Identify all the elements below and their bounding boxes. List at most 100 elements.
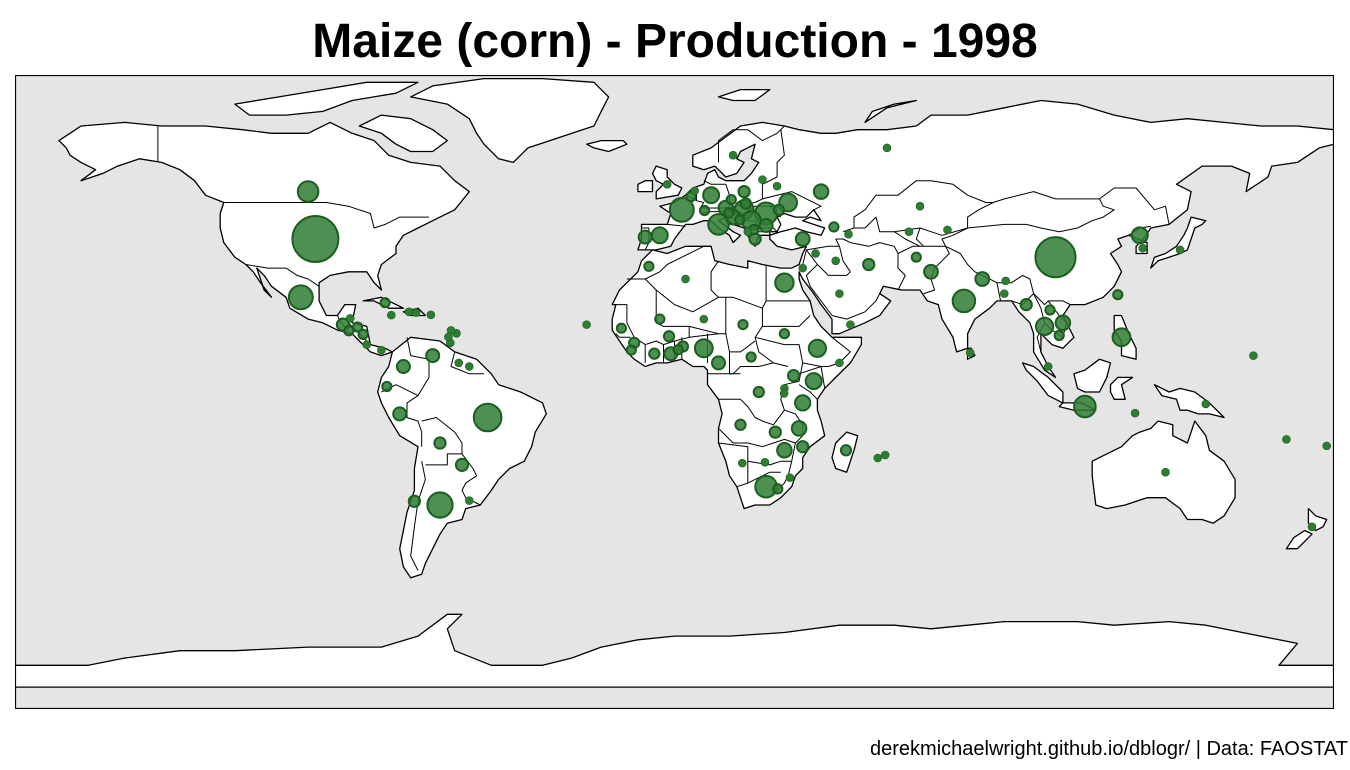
country-border: [747, 471, 781, 484]
production-bubble-vanuatu: [1282, 435, 1291, 444]
production-bubble-colombia: [395, 358, 411, 375]
production-bubble-saudi-arabia: [835, 289, 844, 298]
production-bubble-dominican-republic: [411, 308, 421, 317]
production-bubble-mauritius: [880, 450, 890, 460]
landmass-new-zealand-s: [1285, 529, 1313, 550]
production-bubble-belize: [345, 314, 355, 323]
landmass-baffin: [358, 114, 448, 153]
production-bubble-slovakia: [739, 197, 753, 210]
production-bubble-zambia: [768, 425, 782, 439]
production-bubble-cambodia: [1053, 329, 1065, 342]
production-bubble-timor-leste: [1130, 408, 1140, 418]
production-bubble-pakistan: [923, 263, 939, 280]
country-border: [703, 180, 726, 185]
production-bubble-morocco: [643, 260, 655, 272]
production-bubble-switzerland: [698, 204, 711, 217]
production-bubble-peru: [392, 406, 408, 422]
landmass-greenland: [410, 77, 610, 164]
production-bubble-sudan: [778, 328, 791, 340]
production-bubble-moldova: [772, 203, 786, 216]
production-bubble-paraguay: [454, 457, 470, 472]
production-bubble-poland: [737, 184, 751, 199]
landmass-japan: [1150, 216, 1207, 269]
production-bubble-belarus: [772, 181, 782, 191]
production-bubble-jamaica: [387, 310, 396, 320]
production-bubble-tanzania: [794, 394, 812, 412]
production-bubble-micronesia: [1249, 351, 1258, 360]
landmass-svalbard: [717, 88, 771, 102]
production-bubble-kazakhstan: [915, 201, 925, 211]
production-bubble-namibia: [738, 458, 747, 468]
country-border: [421, 417, 463, 466]
production-bubble-thailand: [1034, 316, 1055, 337]
production-bubble-cote-d-ivoire: [648, 347, 661, 360]
country-border: [615, 333, 631, 338]
production-bubble-cameroon: [710, 355, 727, 371]
production-bubble-australia: [1161, 467, 1170, 477]
production-bubble-malawi: [790, 420, 808, 437]
production-bubble-india: [951, 288, 977, 314]
production-bubble-el-salvador: [343, 325, 355, 337]
country-border: [762, 315, 811, 327]
map-frame-border: [15, 75, 1334, 709]
production-bubble-russia: [812, 183, 830, 200]
production-bubble-afghanistan: [910, 251, 922, 263]
production-bubble-indonesia: [1073, 394, 1097, 419]
production-bubble-spain: [650, 226, 669, 245]
country-border: [806, 249, 851, 276]
landmass-new-guinea: [1153, 384, 1225, 419]
country-border: [689, 325, 719, 335]
production-bubble-sweden: [728, 150, 738, 160]
production-bubble-kyrgyzstan: [943, 225, 952, 235]
production-bubble-panama: [377, 345, 386, 355]
production-bubble-mali: [654, 313, 666, 325]
production-bubble-lithuania: [758, 175, 767, 184]
production-bubble-chad: [737, 319, 749, 331]
country-border: [805, 264, 881, 320]
landmass-novaya: [864, 99, 917, 124]
production-bubble-bosnia: [734, 214, 746, 226]
production-bubble-uzbekistan: [904, 227, 914, 236]
production-bubble-albania: [743, 227, 753, 236]
country-border: [747, 460, 792, 466]
production-bubble-malaysia: [1043, 362, 1053, 371]
landmass-arctic-islands: [234, 81, 419, 116]
production-bubble-myanmar: [1019, 297, 1033, 312]
landmass-ireland: [637, 180, 654, 193]
production-bubble-syria: [811, 249, 820, 258]
production-bubble-bolivia: [433, 436, 447, 450]
production-bubble-suriname: [465, 362, 474, 371]
country-border: [410, 461, 426, 571]
production-bubble-yemen: [846, 320, 855, 329]
country-border: [223, 202, 429, 229]
production-bubble-portugal: [637, 229, 653, 245]
production-bubble-somalia: [835, 358, 844, 368]
country-border: [718, 428, 796, 448]
production-bubble-egypt: [774, 272, 795, 293]
production-bubble-germany: [702, 186, 721, 205]
chart-title: Maize (corn) - Production - 1998: [312, 15, 1038, 68]
production-bubble-niger: [699, 314, 709, 324]
country-border: [450, 351, 484, 375]
country-border: [762, 191, 822, 211]
map-svg: [15, 75, 1334, 709]
production-bubble-madagascar: [839, 444, 853, 457]
country-border: [406, 337, 430, 404]
production-bubble-china: [1034, 236, 1077, 279]
landmass-antarctica: [15, 613, 1334, 688]
production-bubble-nigeria: [693, 338, 714, 359]
production-bubble-uruguay: [465, 496, 474, 505]
country-border: [729, 340, 756, 353]
production-bubble-uganda: [786, 368, 801, 383]
production-bubble-guyana: [454, 358, 463, 368]
landmass-south-america: [377, 336, 547, 579]
production-bubble-turkey: [794, 231, 811, 247]
production-bubble-togo: [672, 344, 684, 356]
production-bubble-ethiopia: [807, 338, 828, 358]
production-bubble-zimbabwe: [776, 442, 793, 459]
country-border: [710, 260, 719, 298]
production-bubble-venezuela: [425, 348, 441, 364]
production-bubble-vietnam: [1054, 314, 1072, 332]
production-bubble-russia-far-north-: [882, 143, 892, 153]
production-bubble-israel: [798, 263, 807, 273]
